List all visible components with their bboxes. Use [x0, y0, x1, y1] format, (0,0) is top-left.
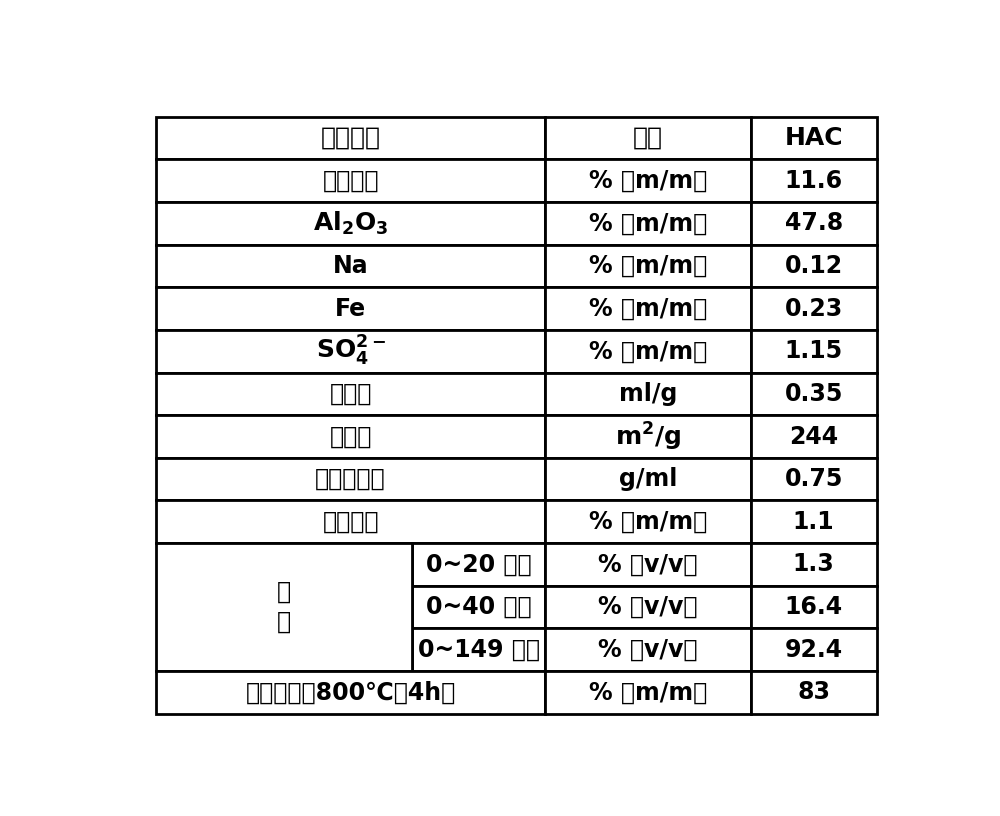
Bar: [545, 202, 751, 245]
Text: 灼烧减量: 灼烧减量: [322, 169, 379, 193]
Bar: [751, 373, 877, 415]
Text: % （m/m）: % （m/m）: [589, 169, 707, 193]
Text: 比表面: 比表面: [329, 424, 372, 449]
Text: % （m/m）: % （m/m）: [589, 297, 707, 321]
Bar: [751, 458, 877, 500]
Text: 0.23: 0.23: [785, 297, 843, 321]
Text: % （m/m）: % （m/m）: [589, 254, 707, 278]
Text: 1.3: 1.3: [793, 552, 835, 576]
Text: 表观堆密度: 表观堆密度: [315, 468, 386, 491]
Text: 0~40 微米: 0~40 微米: [426, 595, 531, 619]
Text: 微活指数（800℃，4h）: 微活指数（800℃，4h）: [245, 681, 456, 704]
Text: $\mathbf{Al_2O_3}$: $\mathbf{Al_2O_3}$: [313, 210, 388, 237]
Bar: [156, 373, 545, 415]
Bar: [156, 159, 545, 202]
Bar: [156, 458, 545, 500]
Bar: [156, 287, 545, 330]
Text: 0.75: 0.75: [784, 468, 843, 491]
Bar: [751, 543, 877, 586]
Bar: [751, 330, 877, 373]
Bar: [412, 543, 545, 586]
Bar: [412, 586, 545, 628]
Text: 1.1: 1.1: [793, 510, 834, 534]
Text: Fe: Fe: [335, 297, 366, 321]
Text: 0~20 微米: 0~20 微米: [426, 552, 531, 576]
Bar: [751, 500, 877, 543]
Bar: [412, 628, 545, 671]
Text: 度: 度: [277, 610, 291, 634]
Text: % （m/m）: % （m/m）: [589, 339, 707, 363]
Bar: [545, 543, 751, 586]
Text: 检验项目: 检验项目: [321, 126, 381, 150]
Text: 92.4: 92.4: [785, 638, 843, 662]
Bar: [545, 373, 751, 415]
Bar: [156, 330, 545, 373]
Bar: [545, 159, 751, 202]
Text: % （m/m）: % （m/m）: [589, 510, 707, 534]
Bar: [545, 287, 751, 330]
Bar: [156, 117, 545, 159]
Text: 磨损指数: 磨损指数: [322, 510, 379, 534]
Bar: [751, 415, 877, 458]
Text: % （v/v）: % （v/v）: [598, 595, 698, 619]
Text: 83: 83: [797, 681, 830, 704]
Bar: [751, 159, 877, 202]
Text: 11.6: 11.6: [785, 169, 843, 193]
Bar: [751, 628, 877, 671]
Text: ml/g: ml/g: [619, 382, 677, 406]
Bar: [545, 586, 751, 628]
Text: 244: 244: [789, 424, 838, 449]
Text: $\mathbf{SO_4^{2-}}$: $\mathbf{SO_4^{2-}}$: [316, 335, 386, 368]
Bar: [545, 458, 751, 500]
Text: Na: Na: [333, 254, 368, 278]
Text: g/ml: g/ml: [619, 468, 677, 491]
Text: 粒: 粒: [277, 580, 291, 604]
Text: 47.8: 47.8: [785, 211, 843, 235]
Text: 0~149 微米: 0~149 微米: [418, 638, 540, 662]
Text: 16.4: 16.4: [785, 595, 843, 619]
Text: % （v/v）: % （v/v）: [598, 638, 698, 662]
Text: % （m/m）: % （m/m）: [589, 681, 707, 704]
Bar: [545, 671, 751, 714]
Bar: [156, 671, 545, 714]
Text: $\mathbf{m^2/g}$: $\mathbf{m^2/g}$: [615, 420, 681, 453]
Bar: [156, 202, 545, 245]
Bar: [545, 415, 751, 458]
Bar: [545, 245, 751, 287]
Bar: [156, 245, 545, 287]
Bar: [751, 287, 877, 330]
Bar: [545, 628, 751, 671]
Text: 0.35: 0.35: [784, 382, 843, 406]
Bar: [751, 117, 877, 159]
Bar: [751, 586, 877, 628]
Bar: [545, 117, 751, 159]
Text: HAC: HAC: [784, 126, 843, 150]
Bar: [751, 671, 877, 714]
Bar: [751, 245, 877, 287]
Text: % （v/v）: % （v/v）: [598, 552, 698, 576]
Text: 孔体积: 孔体积: [329, 382, 372, 406]
Text: 1.15: 1.15: [785, 339, 843, 363]
Text: 单位: 单位: [633, 126, 663, 150]
Bar: [156, 500, 545, 543]
Text: 0.12: 0.12: [785, 254, 843, 278]
Bar: [156, 543, 412, 671]
Bar: [156, 415, 545, 458]
Bar: [751, 202, 877, 245]
Bar: [545, 330, 751, 373]
Text: % （m/m）: % （m/m）: [589, 211, 707, 235]
Bar: [545, 500, 751, 543]
